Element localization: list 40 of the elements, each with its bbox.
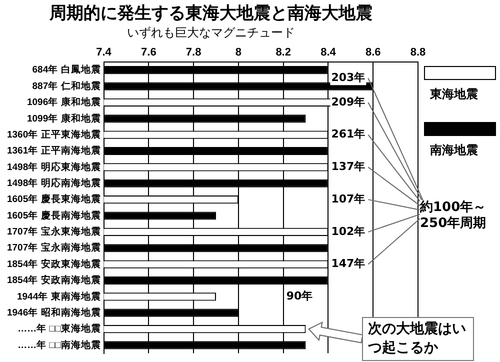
y-tick-label: 887年 仁和地震 bbox=[32, 80, 101, 92]
chart-subtitle: いずれも巨大なマグニチュード bbox=[127, 26, 295, 40]
text: 南海地震 bbox=[430, 142, 478, 159]
x-tick-label: 8.8 bbox=[410, 46, 426, 58]
y-tick-label: 1605年 慶長南海地震 bbox=[6, 209, 101, 222]
y-tick-label: 1498年 明応南海地震 bbox=[6, 177, 101, 189]
y-tick-label: ……年 □□東海地震 bbox=[18, 322, 101, 335]
y-tick-label: 1707年 宝永南海地震 bbox=[6, 242, 101, 254]
annotation: 102年 bbox=[331, 224, 366, 238]
x-tick-label: 8.4 bbox=[320, 46, 337, 58]
y-tick-label: 1944年 東南海地震 bbox=[16, 290, 101, 302]
annotation: 107年 bbox=[331, 192, 366, 206]
y-tick-label: 1099年 康和地震 bbox=[26, 112, 101, 124]
x-tick-label: 7.6 bbox=[141, 46, 156, 58]
y-tick-label: 1498年 明応東海地震 bbox=[6, 160, 101, 173]
annotation: 147年 bbox=[331, 257, 366, 270]
y-tick-label: 1707年 宝永東海地震 bbox=[6, 226, 101, 238]
y-tick-label: 1361年 正平南海地震 bbox=[6, 144, 101, 157]
annotation: 90年 bbox=[286, 290, 313, 303]
x-tick-label: 8.2 bbox=[276, 46, 291, 58]
y-tick-label: 1096年 康和地震 bbox=[26, 96, 101, 108]
x-tick-label: 7.8 bbox=[186, 46, 202, 58]
x-tick-label: 8.6 bbox=[365, 46, 381, 58]
annotation: 209年 bbox=[331, 95, 366, 108]
y-tick-label: 1854年 安政南海地震 bbox=[6, 274, 101, 286]
y-tick-label: 1360年 正平東海地震 bbox=[6, 128, 101, 140]
chart-title: 周期的に発生する東海大地震と南海大地震 bbox=[48, 4, 372, 24]
y-tick-label: 1854年 安政東海地震 bbox=[6, 258, 101, 270]
y-tick-label: 1605年 慶長東海地震 bbox=[6, 193, 101, 206]
annotation: 261年 bbox=[331, 128, 366, 141]
text: 約100年～250年周期 bbox=[420, 200, 498, 232]
annotation: 203年 bbox=[331, 71, 366, 84]
text: 東海地震 bbox=[430, 86, 478, 103]
x-tick-label: 8 bbox=[235, 46, 242, 58]
x-tick-label: 7.4 bbox=[96, 46, 112, 58]
y-tick-label: ……年 □□南海地震 bbox=[18, 338, 101, 351]
y-tick-label: 684年 白鳳地震 bbox=[32, 64, 101, 76]
annotation: 137年 bbox=[331, 160, 366, 174]
y-tick-label: 1946年 昭和南海地震 bbox=[6, 306, 101, 318]
annotation: 次の大地震はいつ起こるか bbox=[362, 316, 474, 361]
